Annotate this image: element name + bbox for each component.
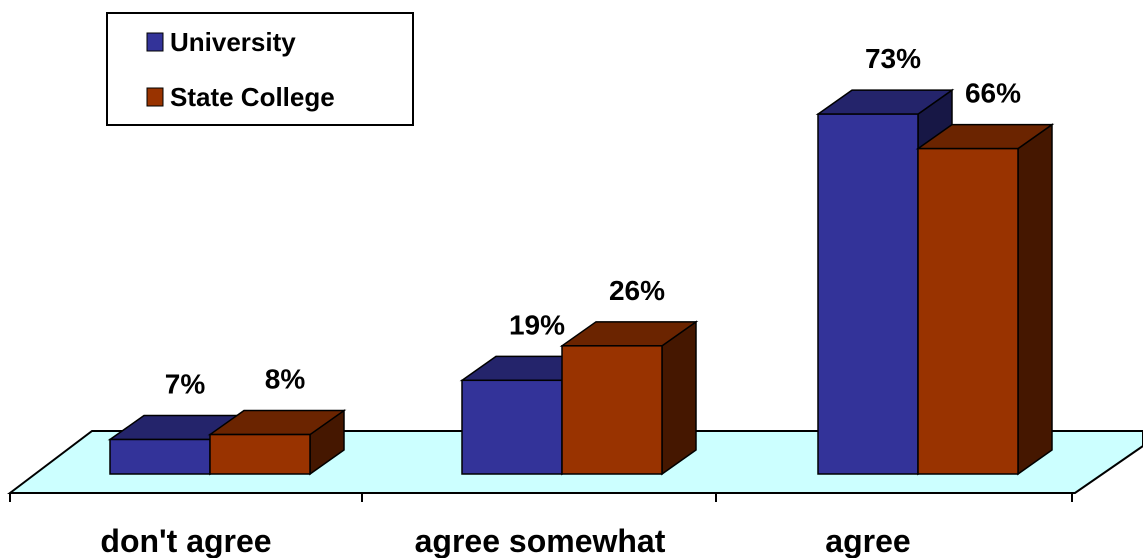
bar-side xyxy=(661,320,697,476)
bar-front xyxy=(461,379,563,475)
bar-state-college-0 xyxy=(207,409,347,476)
bar-side xyxy=(1017,123,1053,476)
data-label: 73% xyxy=(865,43,921,74)
legend-swatch xyxy=(146,32,164,52)
x-tick-label: agree somewhat xyxy=(415,523,666,558)
legend-label: State College xyxy=(170,82,335,112)
data-label: 19% xyxy=(509,309,565,340)
data-label: 66% xyxy=(965,78,1021,109)
bar-front xyxy=(209,433,311,475)
bar-front xyxy=(109,438,211,475)
data-label: 26% xyxy=(609,275,665,306)
data-label: 8% xyxy=(265,364,306,395)
data-labels: 7% 8% 19% 26% 73% 66% xyxy=(165,43,1021,399)
bars xyxy=(107,88,1055,476)
data-label: 7% xyxy=(165,368,206,399)
category-axis: don't agree agree somewhat agree xyxy=(9,492,1075,558)
legend-label: University xyxy=(170,27,296,57)
bar-front xyxy=(561,345,663,475)
legend-swatch xyxy=(146,87,164,107)
bar-state-college-2 xyxy=(915,123,1055,476)
x-tick-label: agree xyxy=(825,523,910,558)
bar-front xyxy=(917,147,1019,475)
x-tick-label: don't agree xyxy=(100,523,271,558)
bar-state-college-1 xyxy=(559,320,699,476)
legend: University State College xyxy=(106,12,414,126)
bar-front xyxy=(817,113,919,475)
